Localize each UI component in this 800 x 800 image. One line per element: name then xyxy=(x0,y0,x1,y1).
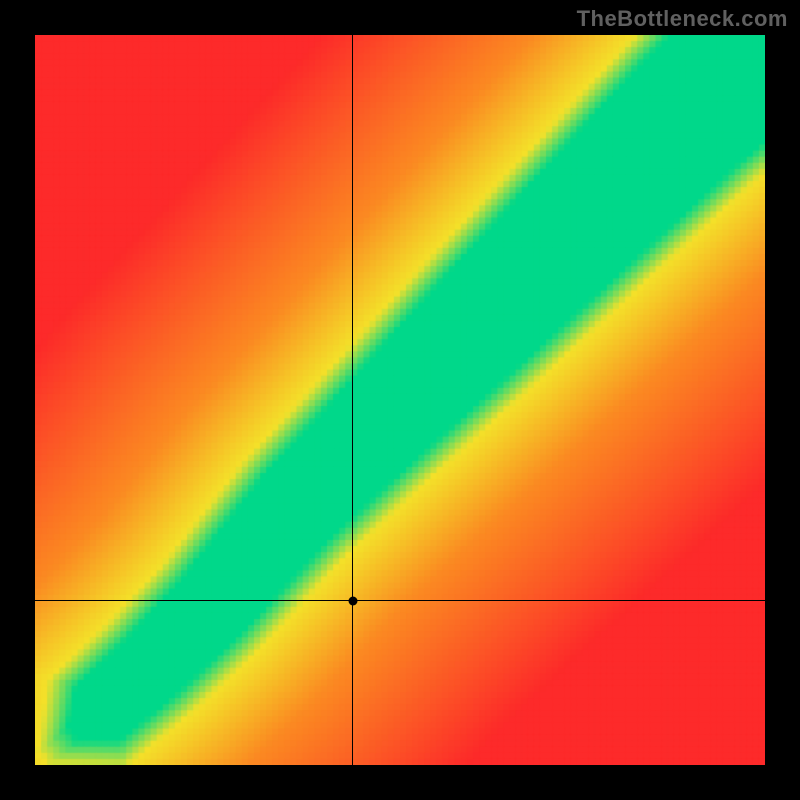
crosshair-horizontal xyxy=(35,600,765,601)
heatmap-plot xyxy=(35,35,765,765)
chart-frame: TheBottleneck.com xyxy=(0,0,800,800)
crosshair-marker-dot xyxy=(348,596,357,605)
heatmap-canvas xyxy=(35,35,765,765)
crosshair-vertical xyxy=(352,35,353,765)
watermark-text: TheBottleneck.com xyxy=(577,6,788,32)
